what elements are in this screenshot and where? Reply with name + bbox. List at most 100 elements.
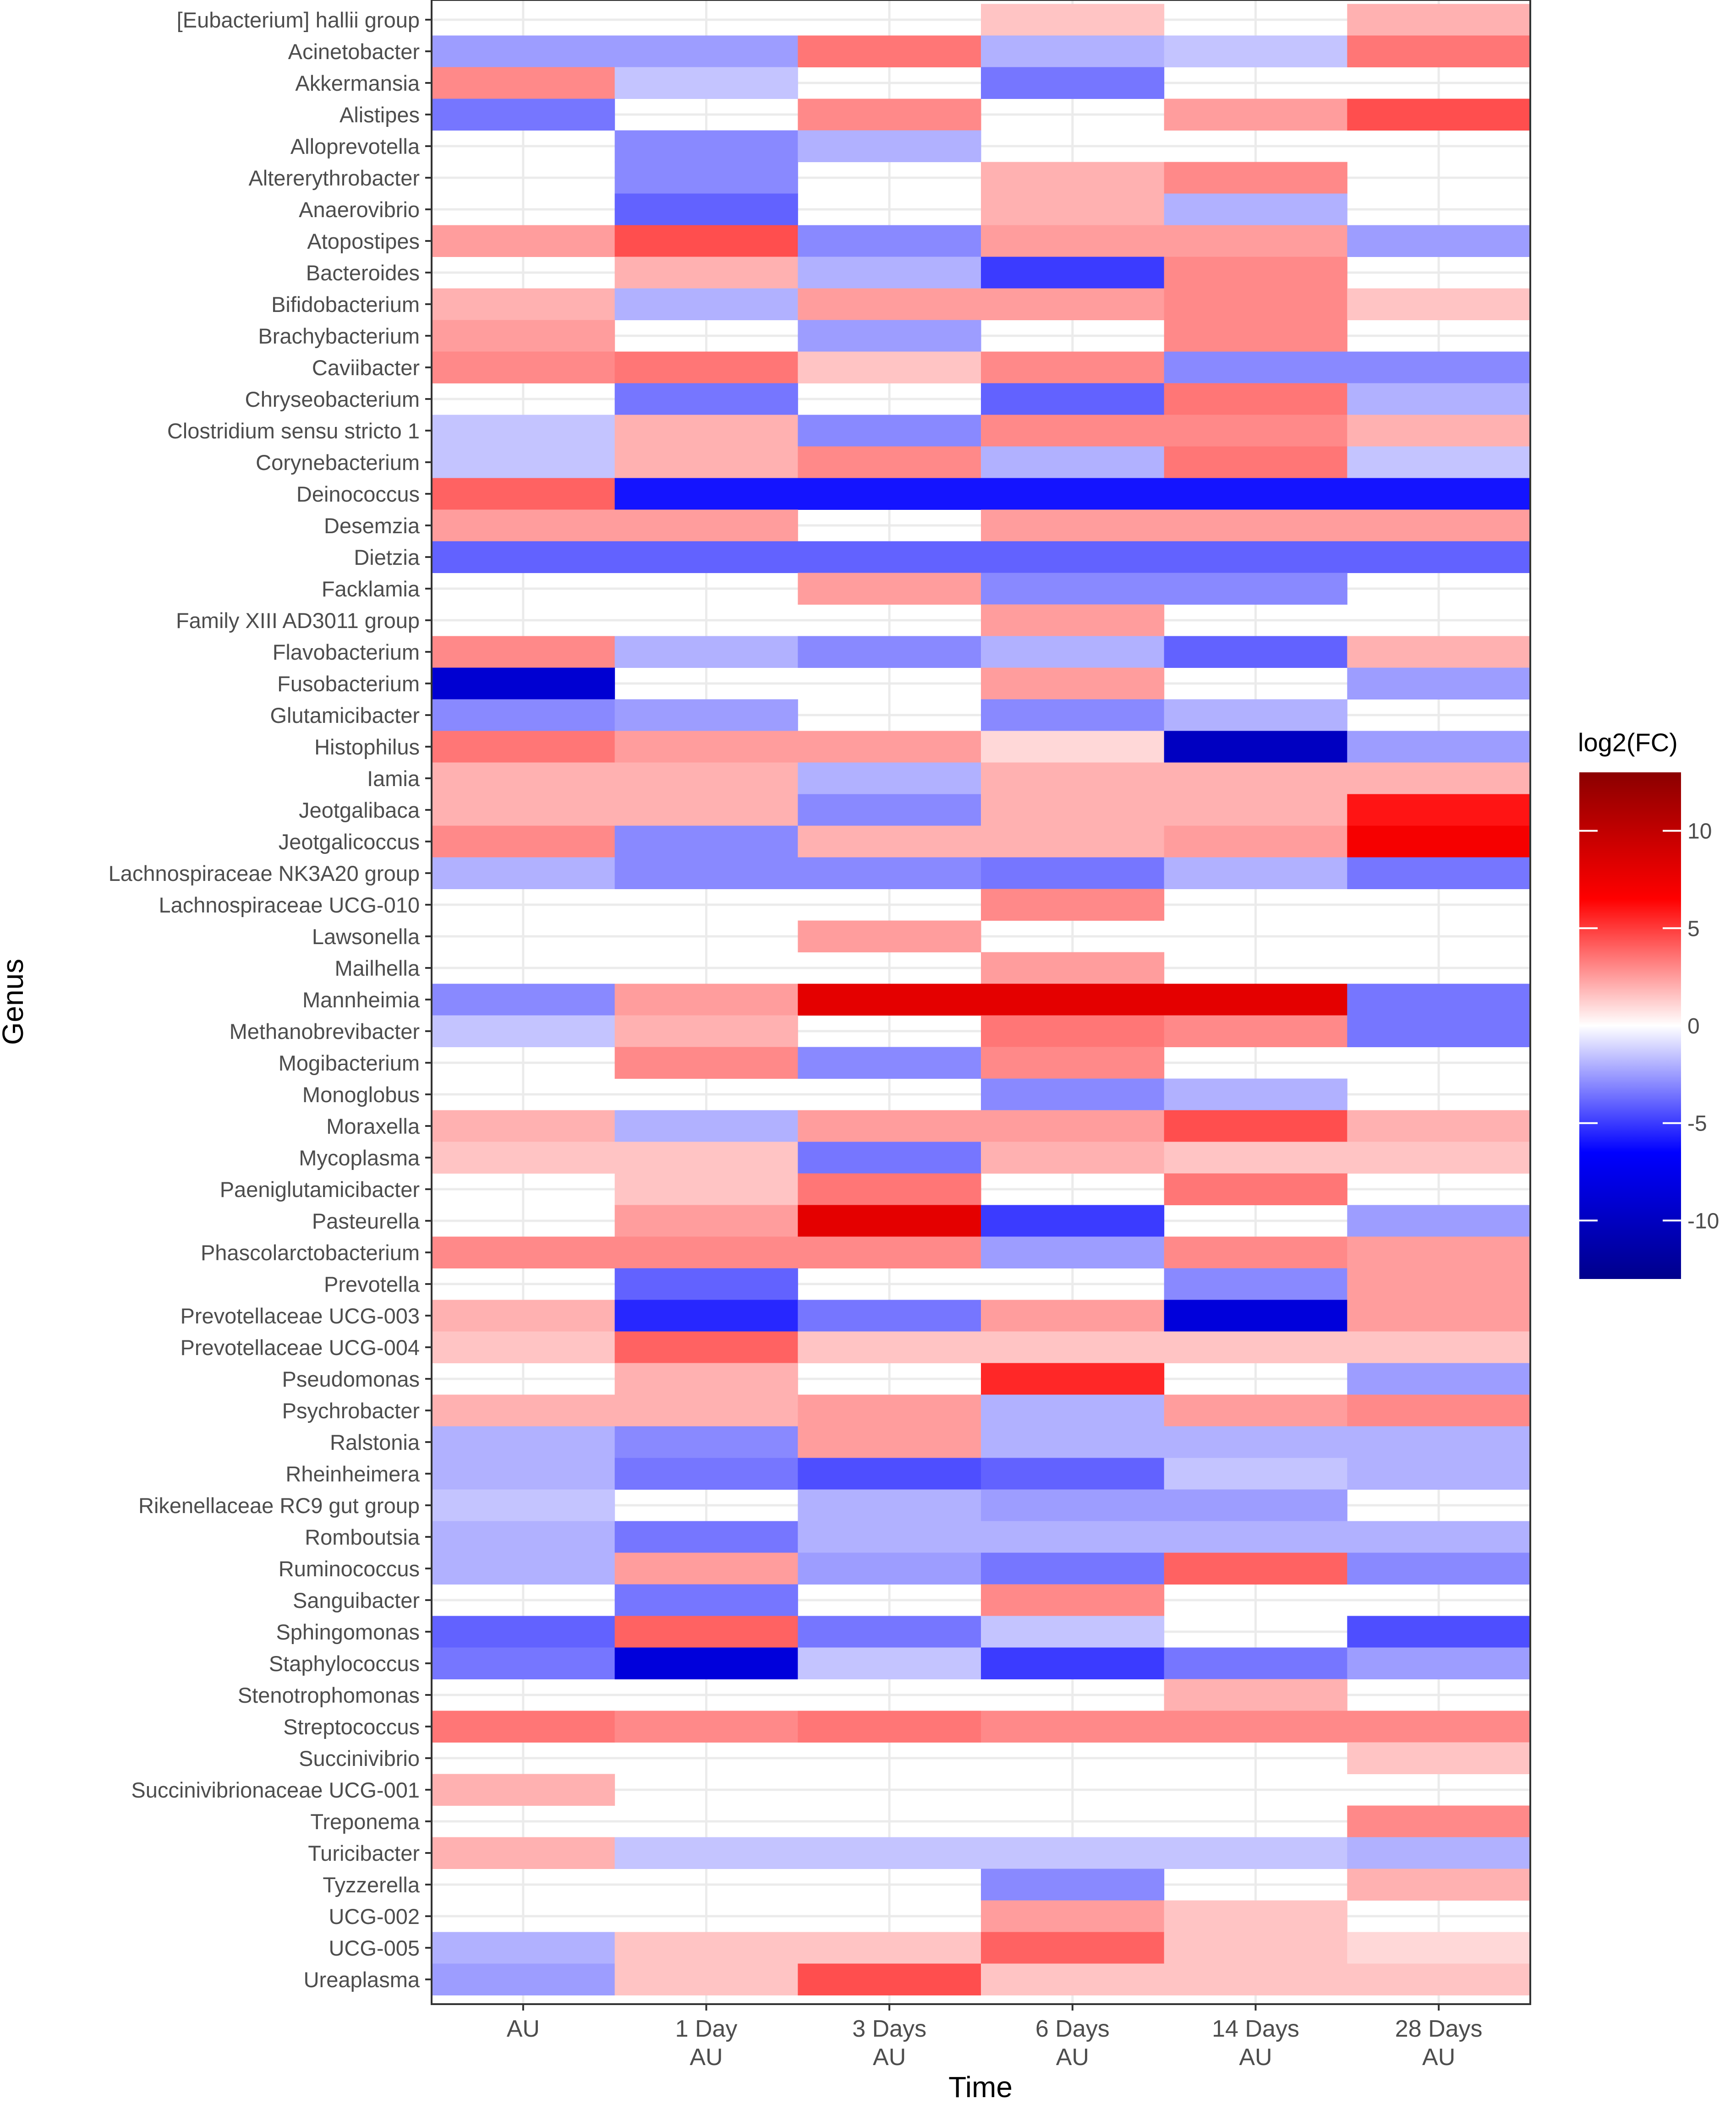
genus-label: Dietzia (354, 545, 420, 569)
heatmap-cell (798, 478, 981, 510)
heatmap-cell (1164, 1489, 1347, 1521)
heatmap-cell (1347, 984, 1531, 1016)
genus-label: Bacteroides (306, 261, 420, 285)
genus-label: Streptococcus (283, 1715, 420, 1739)
heatmap-cell (1347, 1521, 1531, 1553)
heatmap-cell (432, 731, 615, 763)
heatmap-cell (614, 67, 798, 99)
heatmap-cell (432, 1142, 615, 1174)
heatmap-cell (614, 699, 798, 731)
heatmap-cell (614, 193, 798, 225)
legend-tick-label: 0 (1687, 1014, 1700, 1038)
heatmap-cell (1164, 1837, 1347, 1869)
heatmap-cell (981, 541, 1165, 573)
heatmap-cell (1347, 1110, 1531, 1142)
heatmap-cell (432, 1110, 615, 1142)
heatmap-cell (1164, 35, 1347, 67)
heatmap-cell (614, 1015, 798, 1047)
heatmap-cell (1347, 1458, 1531, 1490)
genus-label: Alloprevotella (290, 134, 420, 158)
genus-label: Anaerovibrio (299, 197, 420, 222)
heatmap-cell (981, 762, 1165, 794)
heatmap-cell (1164, 1078, 1347, 1110)
heatmap-cell (1164, 1963, 1347, 1995)
heatmap-cell (1347, 1363, 1531, 1395)
heatmap-cell (981, 1458, 1165, 1490)
genus-label: Pasteurella (312, 1209, 420, 1233)
heatmap-cell (981, 794, 1165, 826)
heatmap-cell (1347, 1331, 1531, 1363)
heatmap-cell (614, 1837, 798, 1869)
genus-label: Altererythrobacter (248, 166, 420, 190)
heatmap-cell (798, 1426, 981, 1458)
heatmap-cell (798, 1521, 981, 1553)
heatmap-cell (798, 1489, 981, 1521)
genus-label: Prevotella (324, 1272, 420, 1296)
heatmap-cell (1164, 351, 1347, 383)
genus-label: Atopostipes (307, 229, 420, 253)
heatmap-cell (1164, 98, 1347, 131)
heatmap-cell (432, 288, 615, 320)
genus-label: Ureaplasma (304, 1967, 420, 1992)
genus-label: Treponema (310, 1809, 420, 1834)
heatmap-cell (614, 1711, 798, 1743)
heatmap-cell (1347, 1142, 1531, 1174)
genus-label: Moraxella (326, 1114, 420, 1138)
heatmap-cell (432, 857, 615, 889)
heatmap-cell (1164, 1552, 1347, 1585)
genus-label: Succinivibrionaceae UCG-001 (131, 1778, 420, 1802)
heatmap-cell (798, 1552, 981, 1585)
heatmap-cell (798, 984, 981, 1016)
heatmap-cell (1164, 509, 1347, 541)
genus-label: Stenotrophomonas (238, 1683, 420, 1707)
heatmap-cell (1347, 794, 1531, 826)
heatmap-cell (614, 1173, 798, 1205)
heatmap-cell (1347, 4, 1531, 36)
heatmap-cell (981, 1047, 1165, 1079)
heatmap-cell (798, 1394, 981, 1426)
heatmap-cell (432, 1300, 615, 1332)
genus-label: Prevotellaceae UCG-003 (181, 1304, 420, 1328)
heatmap-cell (432, 541, 615, 573)
genus-label: Sanguibacter (293, 1588, 420, 1612)
genus-label: Jeotgalibaca (299, 798, 420, 822)
genus-label: Prevotellaceae UCG-004 (181, 1335, 420, 1360)
heatmap-cell (798, 1236, 981, 1268)
genus-label: Lawsonella (312, 924, 420, 949)
heatmap-cell (614, 1552, 798, 1585)
genus-label: Family XIII AD3011 group (176, 608, 420, 633)
x-tick-label: 1 Day AU (675, 2016, 738, 2071)
heatmap-cell (614, 225, 798, 257)
x-tick-label-line: 3 Days (852, 2016, 926, 2042)
heatmap-cell (1347, 1869, 1531, 1901)
heatmap-cell (1164, 1394, 1347, 1426)
heatmap-cell (432, 351, 615, 383)
x-tick-label: 28 Days AU (1395, 2016, 1483, 2071)
heatmap-cell (1347, 1236, 1531, 1268)
heatmap-cell (432, 1458, 615, 1490)
heatmap-cell (1164, 1268, 1347, 1300)
genus-label: Turicibacter (308, 1841, 420, 1865)
heatmap-cell (614, 1236, 798, 1268)
x-tick-label-line: 28 Days (1395, 2016, 1483, 2042)
genus-label: Acinetobacter (288, 39, 420, 64)
heatmap-cell (614, 1426, 798, 1458)
heatmap-cell (432, 1647, 615, 1679)
heatmap-cell (614, 415, 798, 447)
heatmap-cell (614, 257, 798, 289)
genus-label: Ralstonia (330, 1430, 420, 1454)
genus-label: Desemzia (324, 514, 420, 538)
heatmap-cell (981, 636, 1165, 668)
heatmap-cell (614, 541, 798, 573)
heatmap-cell (798, 98, 981, 131)
heatmap-cell (798, 1932, 981, 1964)
heatmap-cell (981, 825, 1165, 858)
heatmap-cell (798, 794, 981, 826)
heatmap-cell (1164, 1300, 1347, 1332)
x-tick-label: 14 Days AU (1212, 2016, 1299, 2071)
heatmap-cell (614, 162, 798, 194)
plot-panel-border (431, 0, 1531, 2005)
heatmap-cell (981, 604, 1165, 636)
heatmap-cell (1347, 1426, 1531, 1458)
